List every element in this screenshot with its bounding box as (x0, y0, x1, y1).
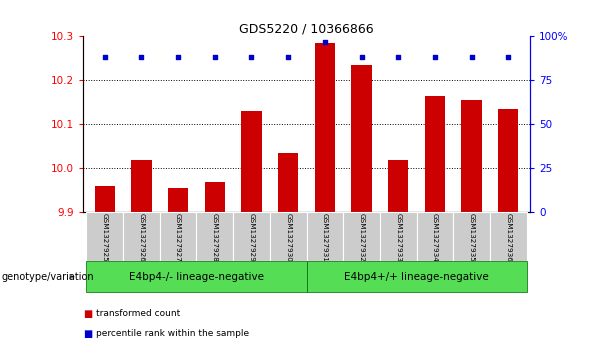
Point (394, 54, 403, 60)
Bar (490, 212, 527, 261)
Text: GSM1327927: GSM1327927 (175, 213, 181, 262)
Point (100, 54, 110, 60)
Bar (351, 65, 371, 212)
Bar (242, 111, 262, 212)
Bar (168, 188, 188, 212)
Bar (131, 159, 151, 212)
Point (320, 39, 330, 45)
Point (283, 54, 293, 60)
Point (430, 54, 440, 60)
Text: ■: ■ (83, 329, 92, 339)
Bar (417, 212, 453, 261)
Point (173, 54, 183, 60)
Bar (306, 212, 343, 261)
Bar (123, 212, 160, 261)
Bar (462, 100, 482, 212)
Bar (388, 159, 408, 212)
Text: GSM1327928: GSM1327928 (212, 213, 218, 262)
Text: transformed count: transformed count (96, 310, 180, 318)
Point (357, 54, 367, 60)
Text: GSM1327926: GSM1327926 (139, 213, 145, 262)
Bar (498, 109, 519, 212)
Text: GSM1327935: GSM1327935 (468, 213, 474, 262)
Text: GSM1327934: GSM1327934 (432, 213, 438, 262)
Bar (196, 212, 233, 261)
Text: E4bp4-/- lineage-negative: E4bp4-/- lineage-negative (129, 272, 264, 282)
Text: genotype/variation: genotype/variation (1, 272, 94, 282)
Bar (343, 212, 380, 261)
Text: GSM1327936: GSM1327936 (505, 213, 511, 262)
Text: GSM1327925: GSM1327925 (102, 213, 108, 262)
Bar (380, 212, 417, 261)
Bar (270, 212, 306, 261)
Text: GSM1327933: GSM1327933 (395, 213, 401, 262)
Bar (306, 261, 527, 292)
Bar (278, 153, 299, 212)
Bar (160, 212, 196, 261)
Text: GSM1327929: GSM1327929 (248, 213, 254, 262)
Title: GDS5220 / 10366866: GDS5220 / 10366866 (239, 22, 374, 35)
Text: GSM1327930: GSM1327930 (285, 213, 291, 262)
Bar (425, 96, 445, 212)
Text: E4bp4+/+ lineage-negative: E4bp4+/+ lineage-negative (344, 272, 489, 282)
Bar (86, 261, 306, 292)
Bar (94, 186, 115, 212)
Bar (86, 212, 123, 261)
Point (466, 54, 476, 60)
Text: GSM1327931: GSM1327931 (322, 213, 328, 262)
Point (210, 54, 219, 60)
Bar (314, 43, 335, 212)
Text: percentile rank within the sample: percentile rank within the sample (96, 330, 249, 338)
Bar (205, 182, 225, 212)
Point (246, 54, 256, 60)
Point (503, 54, 513, 60)
Bar (233, 212, 270, 261)
Bar (453, 212, 490, 261)
Text: GSM1327932: GSM1327932 (359, 213, 365, 262)
Text: ■: ■ (83, 309, 92, 319)
Point (137, 54, 147, 60)
